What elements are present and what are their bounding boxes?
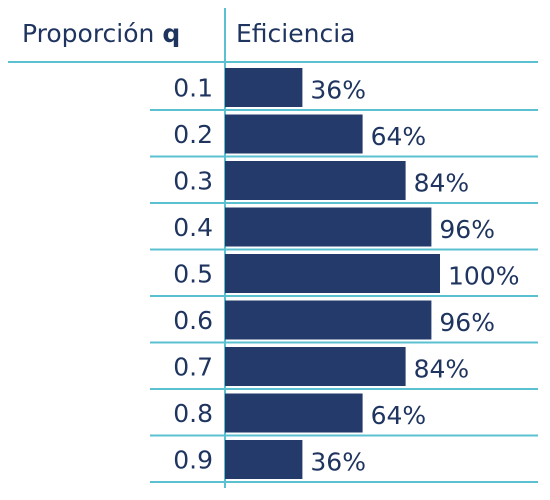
bar [225, 114, 363, 154]
category-tick-label: 0.4 [173, 213, 213, 242]
value-label: 84% [414, 355, 470, 384]
value-label: 96% [439, 215, 495, 244]
bar [225, 161, 406, 200]
bar [225, 300, 432, 340]
category-tick-label: 0.5 [173, 260, 213, 289]
bar-row: 0.5 100% [150, 254, 538, 297]
value-label: 84% [414, 169, 470, 198]
category-tick-label: 0.8 [173, 399, 213, 428]
value-label: 36% [310, 448, 366, 477]
bar-row: 0.3 84% [150, 161, 538, 204]
value-label: 64% [371, 122, 427, 151]
category-header-label: Proporción [22, 19, 162, 48]
bar [225, 440, 303, 479]
bar [225, 393, 363, 433]
category-tick-label: 0.2 [173, 120, 213, 149]
bar-row: 0.7 84% [150, 347, 538, 390]
bar-row: 0.9 36% [150, 440, 538, 483]
bar-rows: 0.1 36% 0.2 64% 0.3 84% 0.4 96% 0.5 100% 0.6 96% 0.7… [150, 68, 538, 483]
category-tick-label: 0.1 [173, 74, 213, 103]
value-label: 100% [448, 262, 519, 291]
bar-row: 0.1 36% [150, 68, 538, 111]
bar-row: 0.2 64% [150, 114, 538, 158]
bar-row: 0.4 96% [150, 207, 538, 251]
category-column-header: Proporción q [22, 19, 180, 48]
category-tick-label: 0.6 [173, 306, 213, 335]
value-label: 96% [439, 308, 495, 337]
bar-row: 0.6 96% [150, 300, 538, 344]
value-column-header: Eficiencia [236, 19, 355, 48]
chart-header: Proporción q Eficiencia [22, 19, 355, 48]
bar-row: 0.8 64% [150, 393, 538, 437]
bar [225, 207, 432, 247]
category-header-symbol: q [162, 19, 180, 48]
category-tick-label: 0.7 [173, 353, 213, 382]
value-label: 36% [310, 76, 366, 105]
bar [225, 68, 303, 107]
bar [225, 254, 440, 293]
bar [225, 347, 406, 386]
category-tick-label: 0.3 [173, 167, 213, 196]
category-tick-label: 0.9 [173, 446, 213, 475]
value-label: 64% [371, 401, 427, 430]
